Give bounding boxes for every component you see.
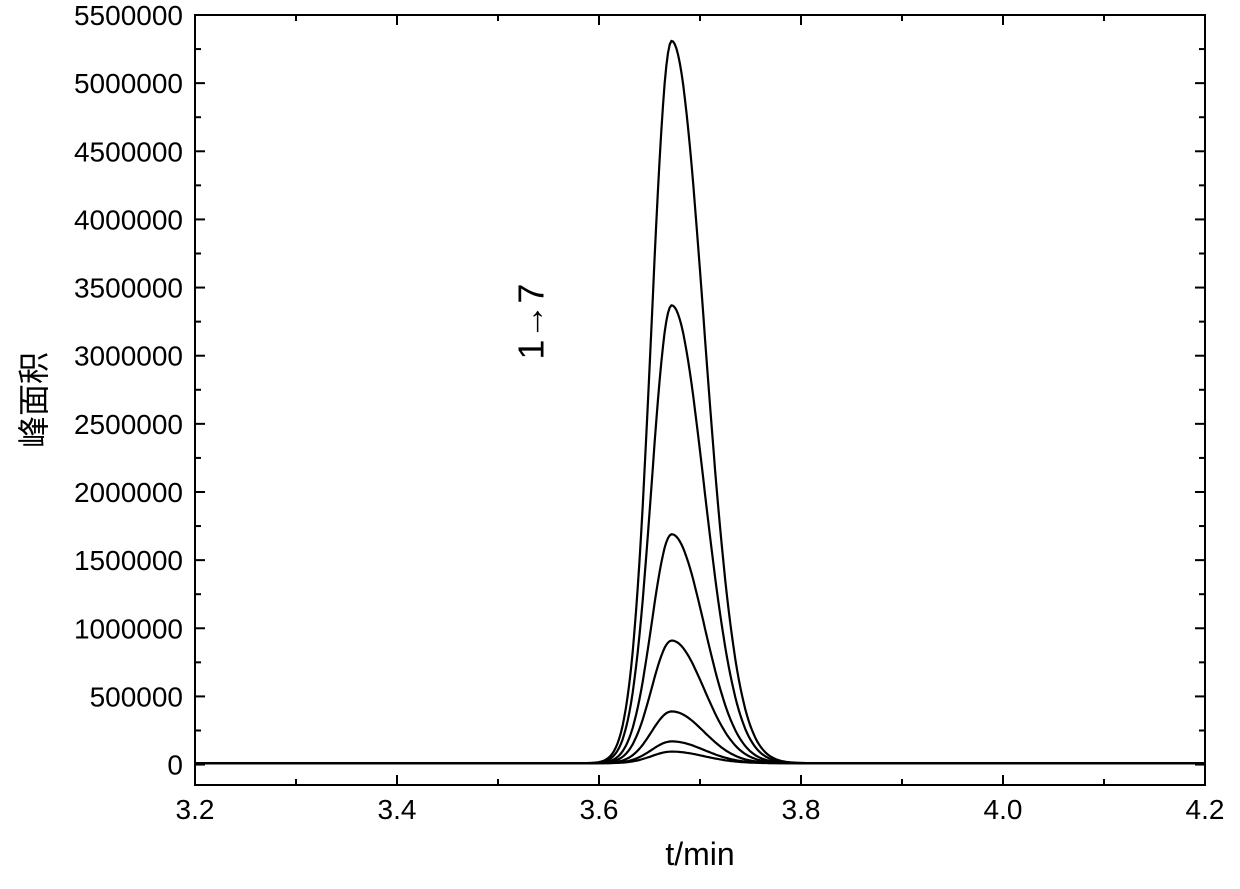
x-tick-label: 3.4 <box>378 794 417 825</box>
y-tick-label: 2500000 <box>74 409 183 440</box>
y-tick-label: 5000000 <box>74 68 183 99</box>
x-tick-label: 3.8 <box>782 794 821 825</box>
y-tick-label: 4000000 <box>74 204 183 235</box>
y-tick-label: 0 <box>167 750 183 781</box>
y-axis-label: 峰面积 <box>16 352 52 448</box>
x-axis-label: t/min <box>665 836 734 872</box>
y-tick-label: 500000 <box>90 681 183 712</box>
y-tick-label: 1000000 <box>74 613 183 644</box>
x-tick-label: 3.6 <box>580 794 619 825</box>
y-tick-label: 5500000 <box>74 0 183 31</box>
y-tick-label: 4500000 <box>74 136 183 167</box>
x-tick-label: 4.0 <box>984 794 1023 825</box>
x-tick-label: 3.2 <box>176 794 215 825</box>
series-annotation: 1→7 <box>510 284 551 360</box>
y-tick-label: 3000000 <box>74 341 183 372</box>
chromatogram-chart: 3.2 3.4 3.6 3.8 4.0 4.2 0 500000 1000000 1500000 2… <box>0 0 1240 889</box>
y-tick-label: 1500000 <box>74 545 183 576</box>
chart-svg: 3.2 3.4 3.6 3.8 4.0 4.2 0 500000 1000000 1500000 2… <box>0 0 1240 889</box>
x-tick-label: 4.2 <box>1186 794 1225 825</box>
y-tick-label: 3500000 <box>74 273 183 304</box>
y-tick-label: 2000000 <box>74 477 183 508</box>
